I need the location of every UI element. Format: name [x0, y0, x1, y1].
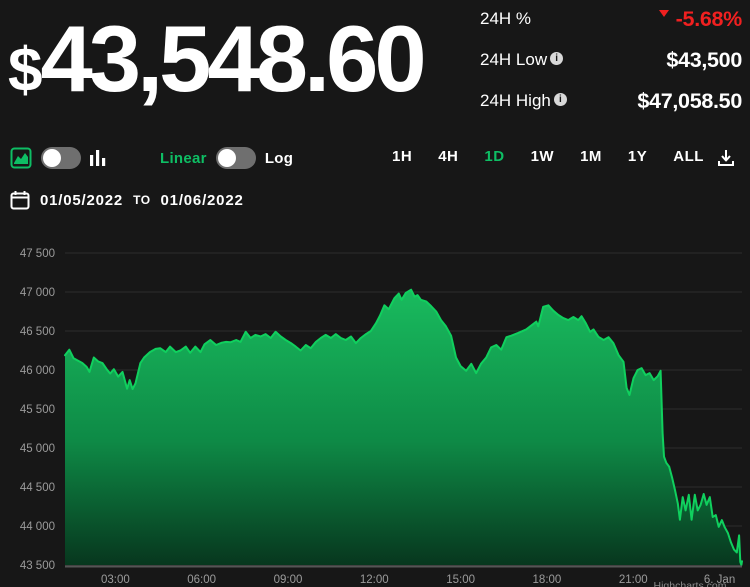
date-to-field[interactable]: 01/06/2022 — [160, 191, 244, 209]
scale-label-log[interactable]: Log — [264, 149, 294, 167]
stat-value-24h-high: $47,058.50 — [637, 88, 742, 113]
date-range-picker: 01/05/2022 TO 01/06/2022 — [10, 190, 244, 210]
range-1d[interactable]: 1D — [484, 148, 505, 165]
range-selector: 1H 4H 1D 1W 1M 1Y ALL — [392, 148, 704, 165]
date-from-field[interactable]: 01/05/2022 — [40, 191, 124, 209]
stat-label-24h-percent: 24H % — [480, 9, 532, 28]
stat-row-24h-high: 24H High i $47,058.50 — [480, 86, 742, 116]
y-axis-label: 47 500 — [20, 248, 55, 260]
current-price: $43,548.60 — [8, 12, 427, 106]
calendar-icon[interactable] — [10, 190, 30, 210]
x-axis-labels: 03:00 06:00 09:00 12:00 15:00 18:00 21:00 6. Ja… — [101, 574, 735, 586]
info-icon[interactable]: i — [553, 92, 567, 106]
x-axis-label: 18:00 — [533, 574, 562, 586]
stat-value-24h-percent: -5.68% — [658, 7, 742, 32]
chart-type-switch[interactable] — [41, 147, 81, 169]
x-axis-label: 21:00 — [619, 574, 648, 586]
range-1m[interactable]: 1M — [580, 148, 602, 165]
stat-row-24h-low: 24H Low i $43,500 — [480, 45, 742, 75]
switch-knob — [43, 149, 61, 167]
info-icon[interactable]: i — [550, 51, 564, 65]
stat-label-24h-low: 24H Low i — [480, 50, 564, 70]
x-axis-label: 06:00 — [187, 574, 216, 586]
range-1w[interactable]: 1W — [530, 148, 555, 165]
scale-switch[interactable] — [215, 147, 256, 169]
scale-label-linear[interactable]: Linear — [160, 149, 207, 167]
y-axis-labels: 47 500 47 000 46 500 46 000 45 500 45 000 44 5… — [20, 248, 55, 572]
y-axis-label: 45 000 — [20, 443, 55, 455]
range-1y[interactable]: 1Y — [627, 148, 648, 165]
x-axis-label: 03:00 — [101, 574, 130, 586]
range-1h[interactable]: 1H — [392, 148, 413, 165]
currency-symbol: $ — [8, 36, 42, 105]
range-all[interactable]: ALL — [673, 148, 704, 165]
price-area — [65, 289, 742, 565]
x-axis-label: 09:00 — [274, 574, 303, 586]
price-value: 43,548.60 — [40, 6, 427, 111]
x-axis-label: 15:00 — [446, 574, 475, 586]
download-icon — [718, 150, 734, 166]
y-axis-label: 44 000 — [20, 521, 55, 533]
chart-type-toggle-group — [10, 147, 106, 169]
y-axis-label: 43 500 — [20, 560, 55, 572]
switch-knob — [217, 149, 236, 167]
scale-toggle-group: Linear Log — [160, 147, 293, 169]
y-axis-label: 44 500 — [20, 482, 55, 494]
stat-value-24h-low: $43,500 — [666, 47, 742, 72]
highcharts-attribution: Highcharts.com — [653, 580, 727, 587]
stat-row-24h-change: 24H % -5.68% — [480, 4, 742, 34]
date-separator: TO — [133, 193, 151, 207]
x-axis-label: 12:00 — [360, 574, 389, 586]
stat-label-24h-high: 24H High i — [480, 91, 567, 111]
y-axis-label: 47 000 — [20, 287, 55, 299]
area-chart-icon[interactable] — [10, 147, 32, 169]
y-axis-label: 46 000 — [20, 365, 55, 377]
download-button[interactable] — [716, 148, 736, 173]
y-axis-label: 46 500 — [20, 326, 55, 338]
down-triangle-icon — [658, 9, 669, 17]
price-line — [64, 288, 743, 566]
y-axis-label: 45 500 — [20, 404, 55, 416]
stats-panel: 24H % -5.68% 24H Low i $43,500 24H High i … — [480, 4, 742, 127]
x-axis-label: 6. Jan — [704, 574, 735, 586]
bar-chart-icon[interactable] — [90, 148, 106, 168]
range-4h[interactable]: 4H — [438, 148, 459, 165]
